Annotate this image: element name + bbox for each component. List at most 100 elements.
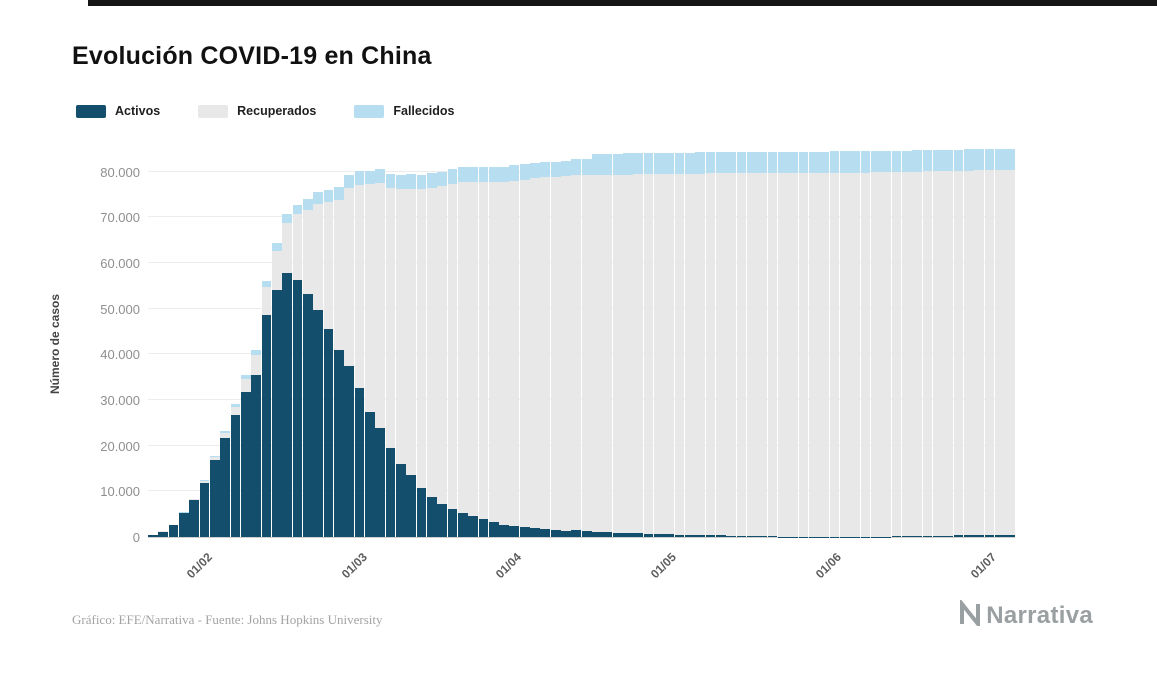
bar-stack: [364, 170, 375, 537]
bar-segment-activos: [767, 536, 778, 537]
bar-segment-fallecidos: [519, 164, 530, 180]
bar-segment-activos: [354, 387, 365, 537]
bar-segment-activos: [220, 437, 231, 537]
bar-segment-fallecidos: [705, 152, 716, 174]
bar-stack: [994, 149, 1005, 537]
bar-segment-recuperados: [282, 222, 292, 274]
bar-segment-recuperados: [220, 433, 231, 438]
bar-segment-fallecidos: [963, 149, 974, 171]
bar-segment-fallecidos: [478, 166, 489, 182]
bar-segment-activos: [385, 448, 396, 537]
bar-segment-activos: [633, 533, 644, 537]
bar-stack: [416, 174, 427, 537]
bar-stack: [385, 173, 396, 537]
bar-segment-recuperados: [912, 171, 923, 536]
x-axis-tick-label: 01/07: [967, 550, 1000, 582]
bar-segment-recuperados: [375, 183, 385, 429]
bar-stack: [468, 166, 478, 537]
y-axis-labels: 0 10.000 20.000 30.000 40.000 50.000 60.000 70.…: [82, 150, 140, 545]
bar-segment-fallecidos: [385, 173, 396, 188]
bar-segment-fallecidos: [447, 168, 458, 184]
bar-segment-activos: [695, 535, 706, 537]
bar-segment-fallecidos: [809, 151, 819, 173]
bar-segment-fallecidos: [344, 175, 354, 189]
bar-stack: [747, 152, 757, 537]
bar-segment-activos: [932, 535, 943, 537]
bar-stack: [550, 161, 561, 537]
bar-stack: [406, 174, 416, 537]
bar-stack: [953, 149, 964, 537]
bar-stack: [478, 166, 489, 537]
bar-stack: [323, 190, 334, 537]
gridline: [148, 399, 1015, 401]
gridline: [148, 216, 1015, 218]
bar-segment-recuperados: [1005, 170, 1015, 536]
bar-stack: [519, 164, 530, 537]
bar-segment-recuperados: [654, 174, 664, 535]
bar-segment-recuperados: [932, 171, 943, 536]
bar-segment-activos: [561, 530, 571, 537]
bar-stack: [1005, 148, 1015, 537]
bar-segment-recuperados: [302, 210, 313, 294]
bar-segment-activos: [963, 535, 974, 537]
bar-segment-fallecidos: [819, 151, 830, 173]
bar-segment-recuperados: [695, 173, 706, 536]
bar-segment-activos: [395, 463, 406, 537]
legend-swatch: [354, 104, 385, 118]
bar-segment-recuperados: [271, 250, 282, 290]
bar-segment-recuperados: [922, 171, 933, 536]
gridline: [148, 262, 1015, 264]
bar-segment-recuperados: [829, 172, 840, 537]
bar-segment-fallecidos: [860, 151, 871, 173]
plot-area: [148, 148, 1015, 538]
bar-segment-recuperados: [891, 172, 902, 537]
bar-stack: [716, 152, 726, 537]
bar-segment-activos: [364, 411, 375, 537]
bar-segment-recuperados: [767, 173, 778, 537]
bar-segment-activos: [1005, 535, 1015, 537]
bar-segment-activos: [468, 516, 478, 537]
bar-segment-fallecidos: [240, 374, 251, 380]
bar-stack: [778, 151, 788, 537]
bar-stack: [313, 191, 323, 537]
bar-segment-recuperados: [468, 181, 478, 517]
bar-stack: [199, 480, 210, 537]
bar-segment-fallecidos: [251, 350, 262, 356]
bar-segment-fallecidos: [612, 153, 623, 175]
bar-segment-fallecidos: [623, 153, 633, 175]
bar-segment-activos: [550, 530, 561, 537]
bar-stack: [695, 152, 706, 537]
bar-stack: [292, 204, 303, 537]
bar-segment-recuperados: [974, 170, 984, 536]
bar-segment-recuperados: [850, 172, 861, 537]
bar-segment-fallecidos: [550, 161, 561, 177]
bar-segment-recuperados: [189, 499, 200, 501]
bar-stack: [333, 187, 344, 537]
bar-segment-activos: [302, 293, 313, 537]
bar-stack: [282, 214, 292, 537]
bar-stack: [819, 151, 830, 537]
bar-stack: [798, 151, 809, 537]
bar-segment-fallecidos: [839, 151, 850, 173]
bar-stack: [685, 152, 695, 537]
bar-segment-fallecidos: [984, 149, 995, 171]
bar-segment-activos: [612, 532, 623, 537]
y-axis-tick-label: 80.000: [100, 164, 140, 180]
bar-stack: [943, 149, 953, 537]
bar-segment-recuperados: [426, 187, 437, 497]
bar-segment-activos: [178, 513, 189, 537]
bar-stack: [850, 151, 861, 537]
bar-segment-recuperados: [705, 173, 716, 536]
bar-segment-recuperados: [416, 189, 427, 489]
bar-stack: [375, 169, 385, 537]
bar-segment-recuperados: [251, 355, 262, 375]
bar-segment-fallecidos: [643, 153, 654, 175]
bar-segment-fallecidos: [199, 480, 210, 482]
bar-segment-activos: [148, 534, 158, 537]
bar-segment-activos: [158, 531, 169, 537]
bar-segment-recuperados: [870, 172, 881, 537]
bar-segment-recuperados: [385, 187, 396, 449]
bar-stack: [426, 173, 437, 537]
bar-segment-fallecidos: [695, 152, 706, 174]
bar-segment-recuperados: [685, 173, 695, 535]
